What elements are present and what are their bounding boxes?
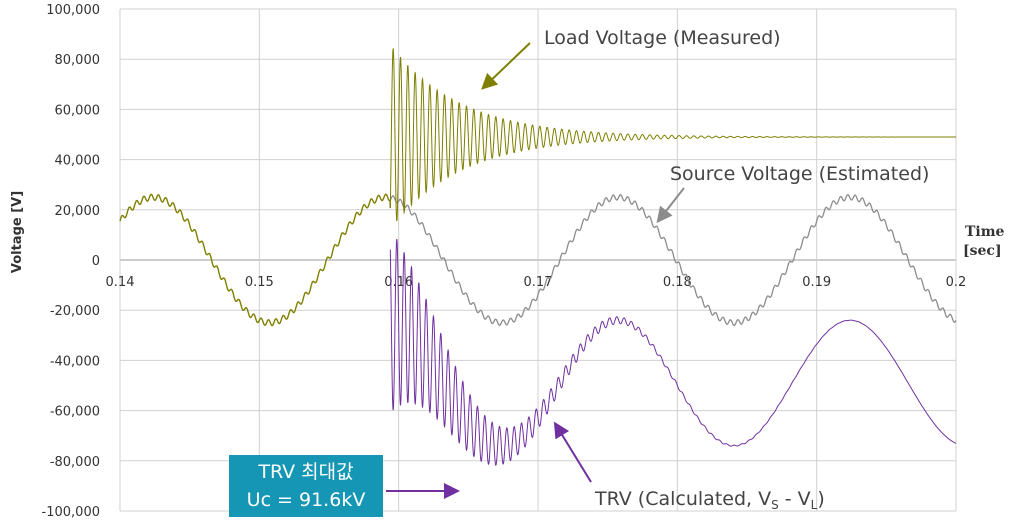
y-tick-label: 40,000 [55, 154, 101, 169]
y-tick-label: -100,000 [42, 505, 100, 520]
y-tick-labels: 100,000 80,000 60,000 40,000 20,000 0 -20,000 -… [42, 3, 100, 520]
trv-line [389, 238, 957, 467]
y-tick-label: -80,000 [50, 455, 100, 470]
y-tick-label: 0 [92, 254, 100, 269]
x-tick-label: 0.15 [245, 275, 274, 290]
x-axis-label-time: Time [965, 224, 1005, 240]
y-tick-label: -40,000 [50, 354, 100, 369]
y-tick-label: 100,000 [46, 3, 100, 18]
x-tick-label: 0.19 [802, 275, 831, 290]
callout-line-2: Uc = 91.6kV [246, 489, 366, 511]
y-tick-label: 60,000 [55, 103, 101, 118]
trv-label-mid: - V [779, 488, 811, 510]
trv-peak-callout: TRV 최대값 Uc = 91.6kV [229, 455, 383, 517]
load-voltage-label: Load Voltage (Measured) [544, 27, 781, 49]
grid [119, 8, 957, 512]
trv-label-end: ) [817, 488, 824, 510]
x-tick-label: 0.16 [384, 275, 413, 290]
x-tick-label: 0.2 [946, 275, 967, 290]
source-voltage-line [389, 193, 957, 327]
y-tick-label: -60,000 [50, 405, 100, 420]
load-voltage-pre-fault-line [119, 193, 392, 327]
series-group [119, 48, 957, 467]
callout-line-1: TRV 최대값 [258, 461, 354, 483]
y-tick-label: 20,000 [55, 204, 101, 219]
load-voltage-arrow [481, 42, 531, 90]
load-voltage-post-fault-line [389, 48, 956, 222]
y-tick-label: -20,000 [50, 304, 100, 319]
y-tick-label: 80,000 [55, 53, 101, 68]
x-tick-label: 0.18 [663, 275, 692, 290]
x-tick-labels: 0.14 0.15 0.16 0.17 0.18 0.19 0.2 [106, 275, 967, 290]
y-axis-label: Voltage [V] [10, 191, 25, 273]
trv-label-main: TRV (Calculated, V [594, 488, 771, 510]
source-voltage-label: Source Voltage (Estimated) [670, 163, 929, 185]
trv-arrow [553, 421, 592, 483]
trv-label-sub-s: S [771, 498, 779, 512]
source-voltage-arrow [656, 187, 685, 224]
x-axis-label-unit: [sec] [963, 243, 1002, 259]
trv-label-sub-l: L [811, 498, 818, 512]
x-tick-label: 0.14 [106, 275, 135, 290]
trv-label: TRV (Calculated, VS - VL) [594, 488, 825, 512]
